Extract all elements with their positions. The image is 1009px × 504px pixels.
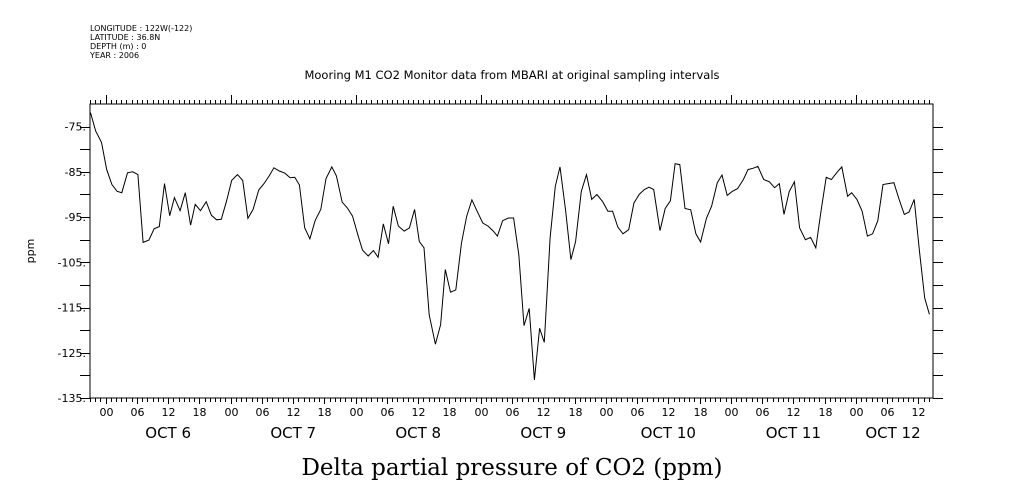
- x-day-label: OCT 11: [766, 424, 821, 442]
- x-axis-label: Delta partial pressure of CO2 (ppm): [301, 455, 722, 481]
- x-day-label: OCT 6: [145, 424, 191, 442]
- y-tick-label: -105.: [58, 256, 86, 269]
- x-hour-label: 00: [850, 406, 864, 419]
- x-day-label: OCT 8: [395, 424, 441, 442]
- latitude-label: LATITUDE : 36.8N: [90, 33, 160, 42]
- plot-frame: [89, 103, 934, 399]
- x-hour-label: 06: [631, 406, 645, 419]
- x-day-label: OCT 9: [520, 424, 566, 442]
- x-hour-label: 00: [725, 406, 739, 419]
- y-tick-label: -85.: [65, 166, 86, 179]
- x-hour-label: 00: [100, 406, 114, 419]
- chart-title: Mooring M1 CO2 Monitor data from MBARI a…: [304, 68, 719, 82]
- x-hour-label: 00: [225, 406, 239, 419]
- x-hour-label: 18: [193, 406, 207, 419]
- y-tick-label: -95.: [65, 211, 86, 224]
- x-hour-label: 18: [318, 406, 332, 419]
- x-hour-label: 06: [881, 406, 895, 419]
- y-tick-label: -75.: [65, 121, 86, 134]
- y-tick-label: -125.: [58, 347, 86, 360]
- x-hour-label: 12: [912, 406, 926, 419]
- y-tick-label: -135.: [58, 392, 86, 405]
- x-hour-label: 06: [381, 406, 395, 419]
- x-day-label: OCT 10: [641, 424, 696, 442]
- y-tick-label: -115.: [58, 302, 86, 315]
- x-hour-label: 18: [443, 406, 457, 419]
- x-hour-label: 00: [475, 406, 489, 419]
- x-hour-label: 06: [506, 406, 520, 419]
- x-hour-label: 06: [756, 406, 770, 419]
- x-hour-label: 06: [131, 406, 145, 419]
- depth-label: DEPTH (m) : 0: [90, 42, 146, 51]
- x-day-label: OCT 12: [865, 424, 920, 442]
- y-axis-label: ppm: [24, 239, 37, 264]
- x-hour-label: 12: [537, 406, 551, 419]
- x-hour-label: 06: [256, 406, 270, 419]
- longitude-label: LONGITUDE : 122W(-122): [90, 24, 192, 33]
- x-hour-label: 18: [694, 406, 708, 419]
- x-hour-label: 12: [412, 406, 426, 419]
- year-label: YEAR : 2006: [89, 51, 139, 60]
- x-hour-label: 12: [162, 406, 176, 419]
- x-hour-label: 18: [819, 406, 833, 419]
- x-hour-label: 12: [287, 406, 301, 419]
- x-hour-label: 00: [600, 406, 614, 419]
- x-hour-label: 00: [350, 406, 364, 419]
- series-line-delta-pco2: [90, 112, 930, 380]
- x-hour-label: 12: [787, 406, 801, 419]
- x-day-label: OCT 7: [270, 424, 316, 442]
- x-hour-label: 18: [569, 406, 583, 419]
- x-hour-label: 12: [662, 406, 676, 419]
